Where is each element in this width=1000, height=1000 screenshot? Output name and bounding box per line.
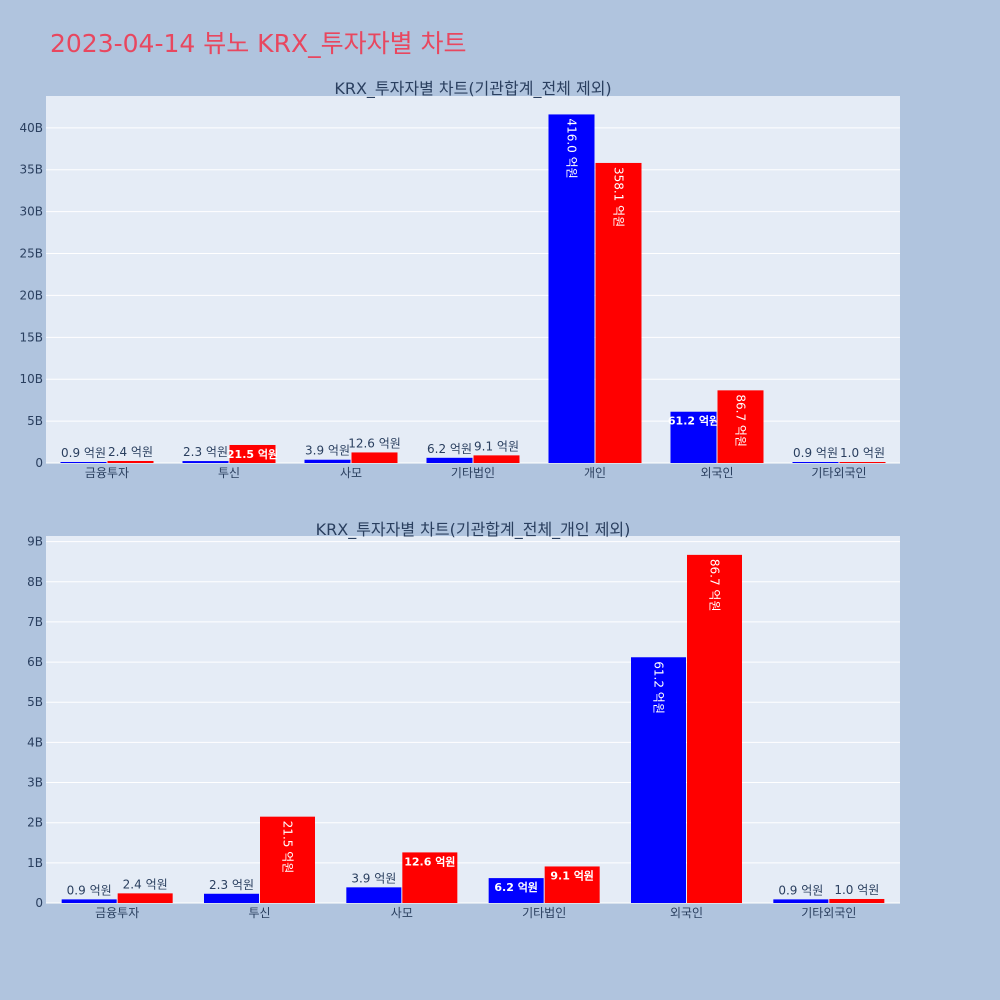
y-tick-label: 5B [27, 695, 43, 709]
x-tick-label: 외국인 [700, 466, 733, 480]
x-tick-label: 기타외국인 [801, 906, 856, 920]
bar-label: 0.9 억원 [67, 883, 112, 897]
bar [687, 554, 742, 903]
bar-label: 2.4 억원 [108, 445, 153, 459]
y-tick-label: 35B [19, 163, 43, 177]
bar [488, 878, 544, 903]
bar-label: 61.2 억원 [652, 661, 666, 714]
bar [548, 114, 595, 464]
x-tick-label: 개인 [584, 466, 606, 480]
bar [631, 657, 686, 903]
bar-label: 12.6 억원 [404, 854, 455, 868]
bar [544, 866, 600, 903]
bar-label: 0.9 억원 [61, 446, 106, 460]
bar [61, 899, 117, 903]
bar-label: 1.0 억원 [834, 883, 879, 897]
bar [346, 887, 402, 903]
bar-label: 61.2 억원 [668, 414, 719, 428]
x-tick-label: 기타외국인 [811, 466, 866, 480]
bar-label: 6.2 억원 [427, 442, 472, 456]
y-tick-label: 2B [27, 816, 43, 830]
x-tick-label: 금융투자 [95, 906, 139, 920]
y-tick-label: 40B [19, 121, 43, 135]
bar [402, 852, 458, 903]
page-title: 2023-04-14 뷰노 KRX_투자자별 차트 [50, 29, 467, 58]
x-tick-label: 금융투자 [85, 466, 129, 480]
y-tick-label: 5B [27, 414, 43, 428]
x-tick-label: 기타법인 [451, 466, 495, 480]
plot-area [46, 536, 900, 903]
bar-label: 416.0 억원 [565, 118, 579, 178]
bar [351, 452, 398, 463]
y-tick-label: 9B [27, 535, 43, 549]
bar-label: 358.1 억원 [612, 167, 626, 227]
x-tick-label: 사모 [340, 466, 362, 480]
bar [829, 898, 885, 903]
bar [670, 411, 717, 463]
bar [182, 461, 229, 463]
bar-label: 3.9 억원 [351, 871, 396, 885]
bar [839, 462, 886, 463]
bar-label: 9.1 억원 [550, 868, 594, 882]
bar-label: 86.7 억원 [708, 559, 722, 612]
bar-label: 86.7 억원 [734, 394, 748, 447]
bar-label: 9.1 억원 [474, 439, 519, 453]
y-tick-label: 30B [19, 205, 43, 219]
plot-area [46, 96, 900, 463]
bar-label: 0.9 억원 [793, 446, 838, 460]
bar-label: 2.3 억원 [183, 445, 228, 459]
y-tick-label: 10B [19, 372, 43, 386]
y-tick-label: 7B [27, 615, 43, 629]
bar-label: 6.2 억원 [494, 880, 538, 894]
bar [229, 444, 276, 463]
chart-1: 0 5B 10B 15B 20B 25B 30B 35B 40B KRX_투자자별 차트(기관합계… [19, 79, 900, 480]
bar [773, 899, 829, 903]
bar-label: 2.3 억원 [209, 878, 254, 892]
bar [595, 162, 642, 463]
x-tick-label: 투신 [218, 466, 240, 480]
bar [717, 390, 764, 463]
bar-label: 3.9 억원 [305, 444, 350, 458]
bar [792, 462, 839, 463]
bar [204, 893, 259, 903]
x-tick-label: 사모 [391, 906, 413, 920]
y-tick-label: 20B [19, 288, 43, 302]
y-tick-label: 3B [27, 776, 43, 790]
bar-label: 1.0 억원 [840, 446, 885, 460]
y-tick-label: 8B [27, 575, 43, 589]
y-tick-label: 25B [19, 247, 43, 261]
bar-label: 12.6 억원 [348, 436, 401, 450]
bar [260, 816, 315, 903]
bar [304, 459, 351, 463]
bar-label: 2.4 억원 [123, 877, 168, 891]
y-tick-label: 0 [35, 896, 43, 910]
bar [117, 893, 173, 903]
y-tick-label: 1B [27, 856, 43, 870]
x-tick-label: 투신 [248, 906, 270, 920]
bar-label: 0.9 억원 [778, 883, 823, 897]
x-tick-label: 기타법인 [522, 906, 566, 920]
chart-2: 0 1B 2B 3B 4B 5B 6B 7B 8B 9B KRX_투자자별 차트(기관합계_전체_개… [27, 520, 900, 920]
bar [60, 462, 107, 463]
y-tick-label: 6B [27, 655, 43, 669]
y-tick-label: 15B [19, 330, 43, 344]
x-tick-label: 외국인 [670, 906, 703, 920]
bar-label: 21.5 억원 [281, 821, 295, 874]
y-tick-label: 4B [27, 735, 43, 749]
chart-title: KRX_투자자별 차트(기관합계_전체_개인 제외) [316, 520, 631, 540]
bar [107, 460, 154, 463]
chart-title: KRX_투자자별 차트(기관합계_전체 제외) [334, 79, 611, 99]
bar [473, 455, 520, 463]
y-tick-label: 0 [35, 456, 43, 470]
bar [426, 457, 473, 463]
bar-label: 21.5 억원 [227, 447, 278, 461]
